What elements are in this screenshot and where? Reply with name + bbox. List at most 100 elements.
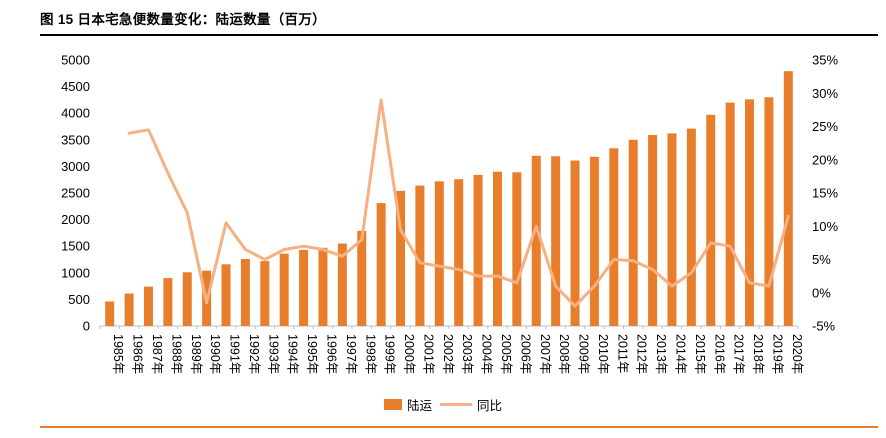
x-axis-label: 1998年 — [363, 334, 377, 374]
left-axis-tick-label: 0 — [83, 319, 90, 334]
legend-label-bar: 陆运 — [406, 399, 432, 413]
x-axis-label: 2019年 — [770, 334, 784, 374]
x-axis-label: 2007年 — [538, 334, 552, 374]
bar — [357, 230, 367, 326]
left-axis-tick-label: 2500 — [61, 186, 90, 201]
bar — [473, 174, 483, 326]
bar — [745, 99, 755, 326]
right-axis-tick-label: 25% — [812, 119, 838, 134]
x-axis-label: 2006年 — [518, 334, 532, 374]
x-axis-label: 2017年 — [732, 334, 746, 374]
line-swatch-icon — [440, 403, 472, 406]
x-axis-label: 2018年 — [751, 334, 765, 374]
x-axis-label: 1995年 — [305, 334, 319, 374]
bar — [143, 286, 153, 326]
bar — [318, 247, 328, 326]
left-axis-tick-label: 1000 — [61, 265, 90, 280]
legend-label-line: 同比 — [477, 399, 503, 413]
bar — [628, 139, 638, 326]
chart-area: 0 500 1000 1500 2000 2500 3000 3500 4000 4500 5000… — [0, 38, 886, 395]
left-axis-tick-label: 3500 — [61, 132, 90, 147]
bar — [124, 293, 134, 326]
x-axis-label: 1999年 — [383, 334, 397, 374]
legend-item-line: 同比 — [440, 395, 502, 414]
x-axis-label: 2002年 — [441, 334, 455, 374]
left-axis-tick-label: 4500 — [61, 79, 90, 94]
bar — [531, 155, 541, 326]
bar-swatch-icon — [383, 399, 402, 410]
right-axis-tick-label: 15% — [812, 186, 838, 201]
x-axis-label: 2008年 — [557, 334, 571, 374]
bar — [105, 301, 115, 326]
bar — [783, 71, 793, 326]
bar — [706, 114, 716, 327]
bar — [221, 264, 231, 326]
bar — [415, 185, 425, 326]
bar — [570, 160, 580, 326]
right-axis-tick-label: 10% — [812, 219, 838, 234]
x-axis-label: 2000年 — [402, 334, 416, 374]
x-axis-label: 2012年 — [635, 334, 649, 374]
x-axis-label: 1985年 — [111, 334, 125, 374]
x-axis-label: 2015年 — [693, 334, 707, 374]
bar — [376, 203, 386, 326]
x-axis-label: 2013年 — [654, 334, 668, 374]
bar — [648, 135, 658, 326]
x-axis-label: 1991年 — [228, 334, 242, 374]
right-axis-tick-label: -5% — [812, 319, 836, 334]
x-axis-label: 2003年 — [460, 334, 474, 374]
figure-title: 图 15 日本宅急便数量变化：陆运数量（百万） — [40, 12, 326, 27]
x-axis-label: 2014年 — [673, 334, 687, 374]
bar — [589, 156, 599, 326]
x-axis-label: 2005年 — [499, 334, 513, 374]
x-axis-label: 1989年 — [189, 334, 203, 374]
bar — [667, 133, 677, 326]
x-axis-label: 2011年 — [615, 334, 629, 373]
left-axis-tick-label: 3000 — [61, 159, 90, 174]
x-axis-label: 2016年 — [712, 334, 726, 374]
bar — [512, 172, 522, 326]
yoy-line — [127, 98, 790, 308]
x-axis-label: 2004年 — [480, 334, 494, 374]
right-axis-tick-label: 35% — [812, 53, 838, 68]
bar — [396, 190, 406, 326]
left-axis-tick-label: 5000 — [61, 53, 90, 68]
left-axis-tick-label: 2000 — [61, 212, 90, 227]
bar — [163, 278, 173, 326]
chart-legend: 陆运 同比 — [0, 395, 886, 414]
left-axis-tick-label: 500 — [68, 292, 90, 307]
bar — [454, 179, 464, 326]
bar — [279, 253, 289, 326]
x-axis-label: 2020年 — [790, 334, 804, 374]
bar — [492, 171, 502, 326]
right-axis-tick-label: 5% — [812, 252, 831, 267]
left-axis-tick-label: 4000 — [61, 106, 90, 121]
bar — [182, 272, 192, 326]
x-axis-label: 1992年 — [247, 334, 261, 374]
x-axis-label: 1994年 — [286, 334, 300, 374]
bar — [609, 148, 619, 326]
x-axis-label: 1993年 — [266, 334, 280, 374]
right-axis-tick-label: 20% — [812, 152, 838, 167]
bar — [299, 249, 309, 326]
left-axis-tick-label: 1500 — [61, 239, 90, 254]
bar — [260, 261, 270, 326]
x-axis-label: 1987年 — [150, 334, 164, 374]
bar — [725, 102, 735, 326]
bar — [551, 156, 561, 326]
bar — [240, 258, 250, 326]
x-axis-label: 1997年 — [344, 334, 358, 374]
x-axis-label: 1986年 — [131, 334, 145, 374]
combo-chart: 0 500 1000 1500 2000 2500 3000 3500 4000 4500 5000… — [61, 53, 838, 375]
right-axis-tick-label: 30% — [812, 86, 838, 101]
bar — [686, 128, 696, 326]
x-axis-label: 2010年 — [596, 334, 610, 374]
figure-header: 图 15 日本宅急便数量变化：陆运数量（百万） — [0, 0, 886, 32]
x-axis-label: 1988年 — [169, 334, 183, 374]
x-axis-label: 2009年 — [577, 334, 591, 374]
x-axis-label: 2001年 — [421, 334, 435, 374]
bar — [434, 181, 444, 326]
bar — [337, 243, 347, 326]
x-axis-label: 1990年 — [208, 334, 222, 374]
